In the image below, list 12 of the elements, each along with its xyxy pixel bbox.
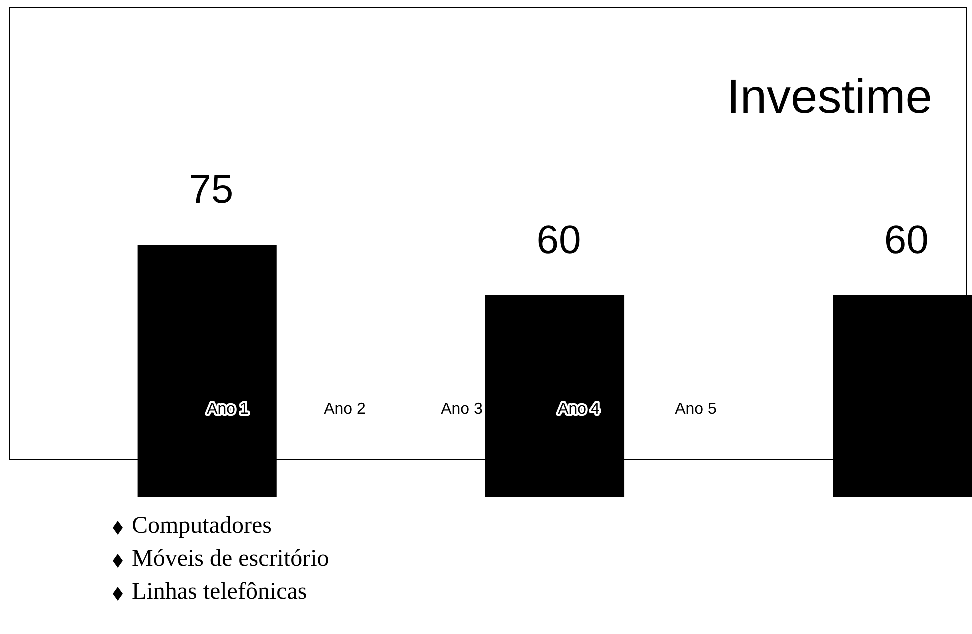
text: Móveis de escritório bbox=[132, 546, 330, 572]
annotation: Ano 2 bbox=[324, 401, 366, 418]
text: Linhas telefônicas bbox=[132, 579, 308, 605]
annotation: Ano 4 bbox=[558, 401, 600, 418]
annotation: Ano 5 bbox=[675, 401, 718, 418]
data-label: 60 bbox=[884, 218, 929, 262]
annotation: Ano 3 bbox=[441, 401, 484, 418]
data-label: 60 bbox=[536, 218, 582, 262]
annotation: Ano 1 bbox=[207, 401, 250, 418]
chart-title: Investime bbox=[727, 71, 932, 124]
data-label: 75 bbox=[189, 168, 234, 212]
text: Computadores bbox=[132, 513, 272, 539]
